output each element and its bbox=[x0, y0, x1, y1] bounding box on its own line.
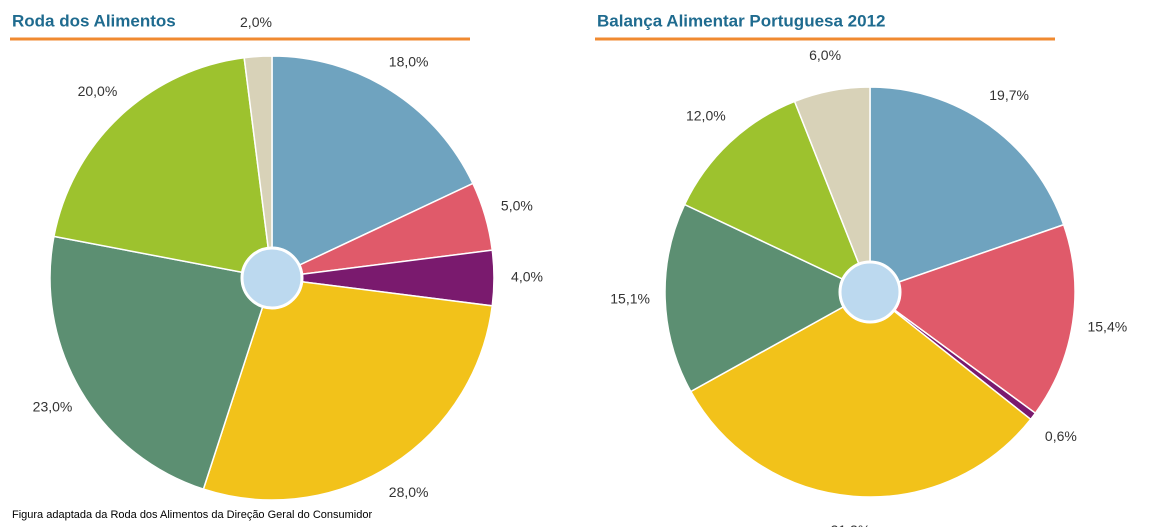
chart-title: Roda dos Alimentos bbox=[12, 11, 176, 30]
slice-label: 4,0% bbox=[511, 269, 543, 285]
slice-label: 2,0% bbox=[240, 14, 272, 30]
slice-label: 5,0% bbox=[501, 198, 533, 214]
slice-label: 28,0% bbox=[389, 484, 429, 500]
slice-label: 19,7% bbox=[989, 87, 1029, 103]
caption: Figura adaptada da Roda dos Alimentos da… bbox=[12, 509, 372, 521]
chart-title: Balança Alimentar Portuguesa 2012 bbox=[597, 11, 886, 30]
slice-label: 15,4% bbox=[1087, 318, 1127, 334]
center-glass bbox=[242, 248, 302, 308]
slice-label: 15,1% bbox=[610, 291, 650, 307]
slice-label: 12,0% bbox=[686, 108, 726, 124]
slice-label: 20,0% bbox=[78, 83, 118, 99]
slice-label: 6,0% bbox=[809, 47, 841, 63]
slice-label: 31,3% bbox=[831, 522, 871, 527]
center-glass bbox=[840, 262, 900, 322]
slice-label: 23,0% bbox=[33, 399, 73, 415]
page: Figura adaptada da Roda dos Alimentos da… bbox=[0, 0, 1152, 527]
slice-label: 0,6% bbox=[1045, 428, 1077, 444]
slice-label: 18,0% bbox=[389, 53, 429, 69]
